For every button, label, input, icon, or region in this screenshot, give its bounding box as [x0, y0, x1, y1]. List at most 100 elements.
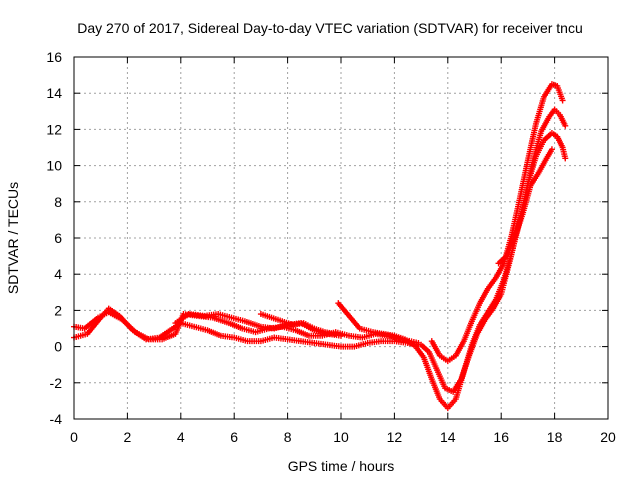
data-trace — [294, 328, 311, 338]
data-trace — [542, 131, 554, 142]
data-point — [562, 155, 569, 162]
y-tick-label: 8 — [54, 194, 62, 210]
data-trace — [366, 338, 382, 346]
data-trace — [477, 287, 490, 305]
data-trace — [550, 81, 559, 89]
data-trace — [461, 320, 475, 343]
data-trace — [429, 339, 442, 357]
data-trace — [498, 262, 512, 295]
x-tick-label: 6 — [230, 429, 238, 445]
data-trace — [453, 339, 466, 357]
data-trace — [525, 123, 539, 162]
data-trace — [483, 307, 495, 321]
data-trace — [438, 397, 450, 410]
x-tick-label: 16 — [493, 429, 509, 445]
data-trace — [302, 321, 316, 331]
data-trace — [393, 333, 406, 342]
data-trace — [403, 337, 417, 349]
y-tick-label: 6 — [54, 230, 62, 246]
y-tick-label: -2 — [50, 375, 63, 391]
data-trace — [206, 328, 222, 338]
x-tick-label: 2 — [124, 429, 132, 445]
data-trace — [458, 354, 472, 381]
data-point — [332, 330, 339, 337]
data-trace — [260, 311, 273, 320]
data-marks — [71, 81, 569, 412]
x-tick-label: 10 — [333, 429, 349, 445]
y-tick-label: 16 — [46, 49, 62, 65]
y-tick-label: 0 — [54, 339, 62, 355]
data-point — [562, 122, 569, 129]
series-track-g — [428, 81, 566, 365]
data-trace — [550, 131, 559, 139]
y-tick-label: 4 — [54, 266, 62, 282]
data-trace — [539, 115, 552, 133]
data-trace — [466, 332, 480, 357]
x-axis-label: GPS time / hours — [288, 458, 395, 474]
data-trace — [120, 318, 137, 334]
series-track-d — [257, 311, 339, 337]
data-trace — [438, 354, 449, 363]
data-trace — [446, 397, 458, 410]
data-trace — [353, 340, 369, 349]
data-trace — [557, 113, 568, 127]
x-tick-label: 0 — [70, 429, 78, 445]
data-trace — [85, 316, 103, 336]
data-point — [559, 97, 566, 104]
chart-title: Day 270 of 2017, Sidereal Day-to-day VTE… — [77, 20, 583, 36]
data-trace — [544, 148, 554, 160]
data-trace — [281, 318, 294, 328]
data-trace — [451, 377, 464, 394]
data-trace — [260, 335, 276, 344]
x-tick-label: 4 — [177, 429, 185, 445]
y-tick-label: -4 — [50, 411, 63, 427]
data-trace — [429, 378, 442, 401]
data-trace — [444, 386, 455, 394]
data-trace — [427, 351, 440, 372]
data-trace — [313, 326, 326, 335]
data-trace — [107, 310, 124, 322]
data-trace — [435, 369, 448, 390]
data-trace — [520, 184, 533, 216]
data-trace — [414, 345, 426, 359]
y-tick-label: 14 — [46, 85, 62, 101]
y-tick-label: 2 — [54, 302, 62, 318]
data-trace — [528, 171, 541, 187]
y-tick-label: 12 — [46, 121, 62, 137]
data-trace — [512, 213, 525, 239]
data-trace — [134, 330, 150, 342]
data-trace — [336, 301, 351, 318]
data-trace — [348, 333, 364, 341]
data-trace — [542, 82, 554, 99]
x-tick-label: 8 — [284, 429, 292, 445]
data-trace — [326, 342, 342, 350]
data-trace — [446, 354, 457, 363]
y-tick-label: 10 — [46, 158, 62, 174]
series-track-e — [335, 130, 569, 412]
data-trace — [530, 130, 544, 162]
data-trace — [469, 302, 482, 323]
data-trace — [347, 314, 362, 330]
data-trace — [509, 197, 523, 236]
data-trace — [497, 254, 508, 265]
data-trace — [486, 276, 498, 290]
data-trace — [536, 157, 549, 175]
data-trace — [174, 312, 190, 325]
x-tick-label: 20 — [600, 429, 616, 445]
data-trace — [161, 331, 177, 342]
data-trace — [220, 333, 235, 341]
data-trace — [227, 320, 244, 331]
data-trace — [493, 262, 506, 280]
data-trace — [491, 292, 504, 310]
x-tick-label: 14 — [440, 429, 456, 445]
data-trace — [421, 356, 435, 381]
data-trace — [273, 334, 289, 343]
data-trace — [300, 338, 316, 346]
x-tick-label: 12 — [387, 429, 403, 445]
data-trace — [241, 326, 257, 335]
data-trace — [233, 335, 249, 344]
data-trace — [555, 135, 565, 149]
x-tick-label: 18 — [547, 429, 563, 445]
data-trace — [475, 318, 488, 336]
